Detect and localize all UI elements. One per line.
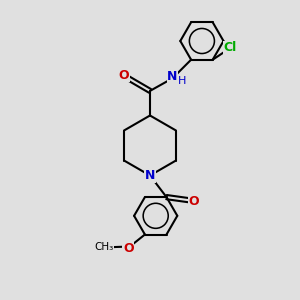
Text: O: O — [118, 69, 129, 82]
Text: O: O — [123, 242, 134, 254]
Text: N: N — [167, 70, 178, 83]
Text: N: N — [145, 169, 155, 182]
Text: Cl: Cl — [223, 41, 236, 54]
Text: CH₃: CH₃ — [94, 242, 114, 252]
Text: O: O — [188, 195, 199, 208]
Text: H: H — [178, 76, 186, 86]
